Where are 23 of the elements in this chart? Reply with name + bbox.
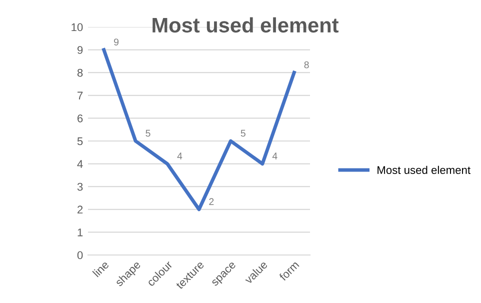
- y-tick-label: 8: [77, 68, 83, 77]
- y-tick-label: 0: [77, 251, 83, 260]
- y-tick-label: 6: [78, 114, 83, 122]
- y-tick-label: 2: [78, 206, 83, 214]
- legend-label: Most used element: [378, 166, 470, 174]
- data-label: 8: [304, 61, 309, 68]
- line-series: [102, 48, 296, 212]
- data-label: 9: [114, 38, 119, 46]
- data-label: 5: [146, 130, 150, 137]
- chart-title: Most used element: [152, 17, 339, 33]
- y-tick-label: 9: [77, 46, 83, 54]
- data-label: 2: [209, 198, 214, 205]
- y-tick-label: 1: [78, 228, 83, 236]
- x-tick-label: line: [92, 260, 110, 278]
- y-tick-label: 5: [77, 137, 83, 146]
- y-tick-label: 4: [77, 160, 83, 168]
- y-tick-label: 3: [77, 182, 83, 191]
- y-tick-label: 10: [72, 23, 83, 32]
- data-label: 4: [272, 152, 278, 160]
- data-label: 5: [240, 130, 246, 137]
- y-tick-label: 7: [78, 92, 83, 100]
- data-label: 4: [177, 152, 182, 160]
- x-tick-label: form: [278, 260, 300, 282]
